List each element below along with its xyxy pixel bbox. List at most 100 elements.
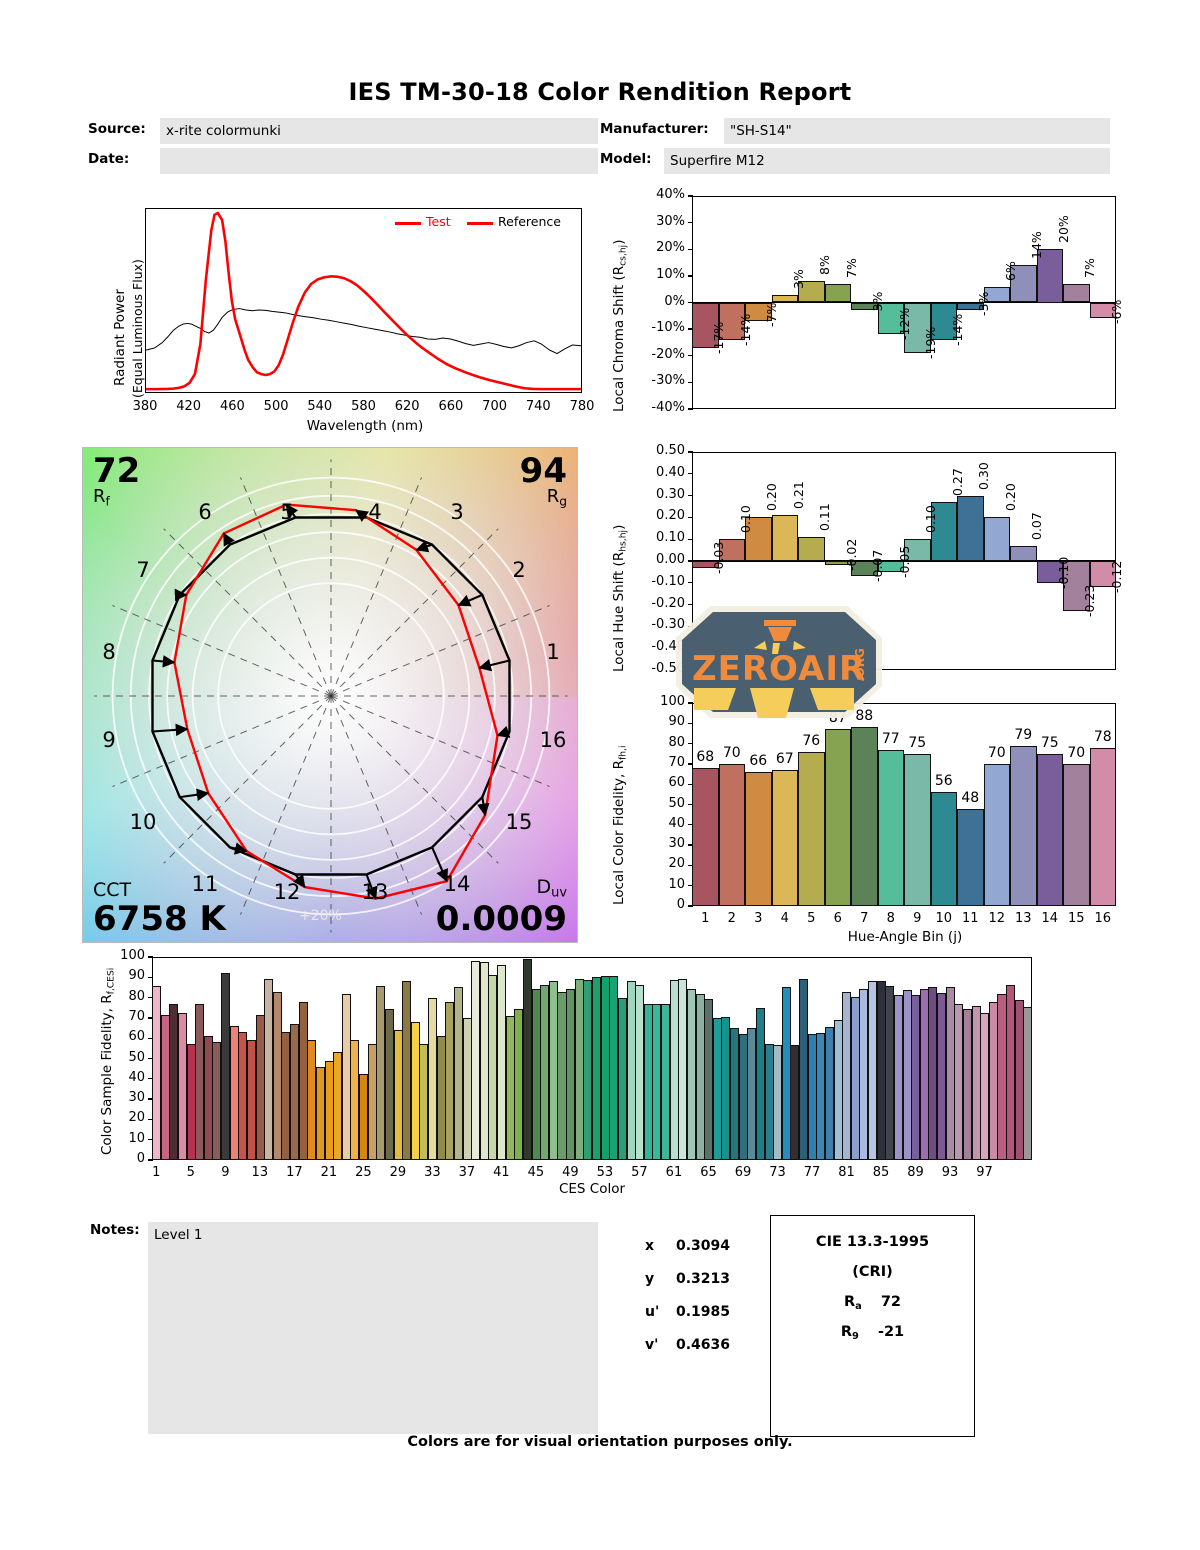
bar bbox=[712, 1017, 722, 1160]
spd-ylabel-1: Radiant Power bbox=[112, 289, 128, 386]
hue-ytick-mark bbox=[688, 451, 693, 453]
hue-ytick: 0.20 bbox=[656, 508, 685, 524]
bar bbox=[557, 991, 567, 1160]
bar bbox=[255, 1014, 265, 1160]
bar bbox=[781, 987, 791, 1160]
bar bbox=[983, 517, 1010, 561]
chroma-ytick-mark bbox=[688, 408, 693, 410]
fidelity-ytick-mark bbox=[688, 742, 693, 745]
fidelity-xlabel: Hue-Angle Bin (j) bbox=[847, 929, 963, 945]
bar bbox=[661, 1003, 671, 1160]
hue-ylabel-text: Local Hue Shift (Rhs,hj) bbox=[611, 524, 629, 672]
hue-data-label: 0.11 bbox=[817, 503, 833, 532]
manufacturer-value: "SH-S14" bbox=[724, 118, 1110, 144]
chroma-data-label: -7% bbox=[764, 302, 780, 328]
page-title: IES TM-30-18 Color Rendition Report bbox=[348, 78, 852, 106]
ces-xtick: 21 bbox=[320, 1165, 338, 1180]
ces-ytick-mark bbox=[148, 996, 153, 999]
cvg-spoke bbox=[330, 695, 423, 915]
fidelity-data-label: 56 bbox=[934, 773, 953, 790]
fidelity-ylabel-text: Local Color Fidelity, Rfh,i bbox=[611, 745, 629, 906]
bar bbox=[904, 539, 931, 561]
bar bbox=[704, 998, 714, 1160]
bar bbox=[384, 1008, 394, 1160]
cvg-bin-number: 11 bbox=[191, 872, 219, 896]
cvg-bin-number: 16 bbox=[539, 728, 567, 752]
fidelity-data-label: 48 bbox=[961, 789, 980, 806]
cvg-guide-ring bbox=[191, 556, 471, 836]
bar bbox=[692, 767, 719, 906]
bar bbox=[479, 962, 489, 1160]
bar bbox=[635, 985, 645, 1160]
ces-xtick: 33 bbox=[424, 1165, 441, 1180]
cvg-shift-arrow bbox=[152, 723, 189, 737]
cct-block: CCT 6758 K bbox=[93, 879, 226, 936]
bar bbox=[1089, 747, 1116, 906]
fidelity-data-label: 70 bbox=[1067, 744, 1086, 761]
ces-xtick: 85 bbox=[872, 1165, 890, 1180]
bar bbox=[626, 981, 636, 1160]
cvg-shift-arrow bbox=[415, 540, 433, 553]
bar bbox=[186, 1044, 196, 1160]
chroma-data-label: -19% bbox=[923, 326, 939, 360]
hue-data-label: 0.10 bbox=[737, 505, 753, 534]
bar bbox=[617, 997, 627, 1160]
bar bbox=[692, 561, 719, 568]
spd-xtick: 740 bbox=[525, 399, 551, 414]
spd-xtick: 380 bbox=[132, 399, 158, 414]
bar bbox=[919, 989, 929, 1160]
spd-xtick: 660 bbox=[438, 399, 464, 414]
hue-ytick-mark bbox=[688, 516, 693, 519]
bar bbox=[669, 980, 679, 1160]
ces-ylabel: Color Sample Fidelity, Rf,CESi bbox=[99, 968, 117, 1155]
notes-field[interactable]: Level 1 bbox=[148, 1222, 598, 1434]
fidelity-data-label: 70 bbox=[987, 744, 1006, 761]
bar bbox=[868, 981, 878, 1160]
bar bbox=[1014, 999, 1024, 1160]
bar bbox=[771, 294, 798, 303]
bar bbox=[850, 996, 860, 1160]
ces-xtick: 41 bbox=[493, 1165, 510, 1180]
spd-curves bbox=[145, 211, 582, 391]
bar bbox=[902, 990, 912, 1160]
fidelity-ytick-mark bbox=[688, 864, 693, 867]
ces-xtick: 97 bbox=[976, 1165, 993, 1180]
cvg-bin-number: 1 bbox=[546, 640, 560, 664]
bar bbox=[721, 1016, 731, 1160]
chroma-ytick-mark bbox=[688, 195, 693, 197]
bar bbox=[745, 517, 772, 561]
ces-xtick: 29 bbox=[389, 1165, 407, 1180]
hue-data-label: -0.12 bbox=[1108, 560, 1124, 594]
bar bbox=[686, 989, 696, 1160]
cvg-bin-number: 12 bbox=[273, 880, 301, 904]
fidelity-ytick: 50 bbox=[668, 795, 685, 811]
fidelity-xtick: 11 bbox=[961, 911, 979, 926]
hue-data-label: -0.23 bbox=[1082, 584, 1098, 618]
chroma-ylabel: Local Chroma Shift (Rcs,hj) bbox=[611, 239, 629, 412]
bar bbox=[738, 1034, 748, 1160]
bar bbox=[678, 979, 688, 1160]
fidelity-ytick: 40 bbox=[668, 815, 685, 831]
cvg-spoke bbox=[163, 695, 332, 864]
rg-label: Rg bbox=[520, 486, 567, 508]
cri-r9-value: -21 bbox=[877, 1324, 905, 1340]
bar bbox=[1089, 561, 1116, 588]
ces-ytick: 50 bbox=[128, 1049, 145, 1065]
chroma-data-label: -6% bbox=[1108, 300, 1124, 325]
ces-xtick: 73 bbox=[769, 1165, 786, 1180]
bar bbox=[566, 989, 576, 1160]
bar bbox=[962, 1008, 972, 1160]
cie-value: 0.3094 bbox=[676, 1238, 731, 1254]
cri-ra-row: Ra 72 bbox=[771, 1294, 974, 1312]
cvg-bin-number: 10 bbox=[129, 810, 157, 834]
fidelity-xtick: 16 bbox=[1094, 911, 1112, 926]
bar bbox=[497, 965, 507, 1160]
fidelity-ytick: 100 bbox=[660, 694, 685, 709]
cvg-spoke bbox=[330, 528, 499, 697]
source-label: Source: bbox=[88, 121, 146, 137]
bar bbox=[393, 1030, 403, 1160]
chroma-ytick-mark bbox=[688, 381, 693, 384]
rf-label-sub: f bbox=[105, 494, 110, 509]
bar bbox=[272, 991, 282, 1160]
chroma-ylabel-text: Local Chroma Shift (Rcs,hj) bbox=[611, 239, 629, 412]
